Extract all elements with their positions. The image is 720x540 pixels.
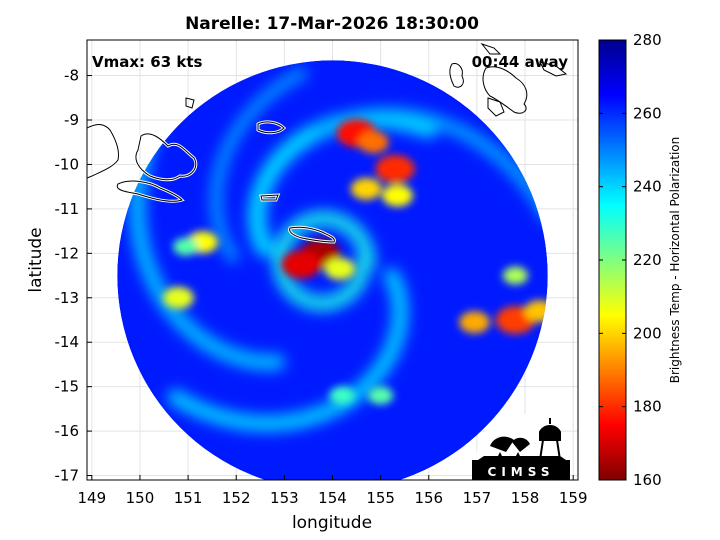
x-tick-label: 159 bbox=[559, 489, 588, 507]
y-tick-label: -12 bbox=[55, 244, 80, 262]
island-coastline bbox=[539, 61, 568, 77]
convective-cell bbox=[375, 154, 415, 183]
convective-cell bbox=[163, 286, 194, 309]
x-tick-label: 153 bbox=[270, 489, 299, 507]
time-away-annotation: 00:44 away bbox=[472, 53, 569, 71]
y-tick-label: -14 bbox=[55, 333, 80, 351]
island-coastline bbox=[185, 97, 195, 109]
colorbar-tick-label: 220 bbox=[633, 251, 662, 269]
island-coastline bbox=[482, 66, 528, 114]
island-coastline bbox=[116, 180, 183, 202]
y-tick-label: -15 bbox=[55, 378, 80, 396]
island-coastline bbox=[257, 121, 285, 134]
y-tick-label: -13 bbox=[55, 289, 80, 307]
island-coastline bbox=[135, 133, 197, 181]
satellite-dish-icon bbox=[490, 436, 514, 460]
convective-cell bbox=[382, 184, 413, 207]
convective-cells bbox=[163, 119, 548, 405]
x-tick-label: 155 bbox=[366, 489, 395, 507]
island-coastline bbox=[487, 97, 505, 117]
x-tick-label: 152 bbox=[222, 489, 251, 507]
rain-band bbox=[312, 107, 548, 224]
colorbar-tick-label: 240 bbox=[633, 178, 662, 196]
y-tick-label: -9 bbox=[64, 111, 79, 129]
y-tick-label: -11 bbox=[55, 200, 80, 218]
convective-cell bbox=[350, 177, 382, 200]
water-tower-icon bbox=[539, 418, 561, 461]
convective-cell bbox=[329, 386, 355, 405]
mainland-coastline bbox=[87, 124, 119, 179]
logo-banner bbox=[472, 460, 570, 480]
x-tick-label: 151 bbox=[174, 489, 203, 507]
island-coastline bbox=[449, 63, 464, 88]
rain-band bbox=[167, 268, 409, 432]
x-axis-label: longitude bbox=[292, 513, 372, 533]
coastlines bbox=[87, 42, 568, 244]
x-tick-label: 150 bbox=[126, 489, 155, 507]
island-coastline bbox=[480, 42, 502, 55]
vmax-annotation: Vmax: 63 kts bbox=[92, 53, 202, 71]
x-tick-label: 158 bbox=[511, 489, 540, 507]
satellite-dish-icon bbox=[512, 437, 530, 460]
convective-cell bbox=[281, 250, 321, 279]
y-tick-label: -8 bbox=[64, 67, 79, 85]
colorbar-ticks: 280 260 240 220 200 180 160 bbox=[599, 31, 662, 489]
colorbar-label: Brightness Temp - Horizontal Polarizatio… bbox=[668, 137, 682, 384]
rain-band bbox=[272, 210, 376, 312]
x-tick-label: 154 bbox=[318, 489, 347, 507]
y-tick-label: -17 bbox=[55, 467, 80, 485]
island-coastline bbox=[260, 194, 279, 201]
y-tick-label: -16 bbox=[55, 422, 80, 440]
convective-cell bbox=[459, 311, 490, 334]
x-tick-label: 157 bbox=[463, 489, 492, 507]
convective-cell bbox=[358, 131, 389, 154]
colorbar-tick-label: 280 bbox=[633, 31, 662, 49]
colorbar-tick-label: 160 bbox=[633, 471, 662, 489]
convective-cell bbox=[502, 266, 529, 285]
colorbar-tick-label: 180 bbox=[633, 398, 662, 416]
y-axis-ticks: -8 -9 -10 -11 -12 -13 -14 -15 -16 -17 bbox=[55, 67, 92, 485]
cimss-logo: CIMSS bbox=[472, 414, 570, 480]
colorbar bbox=[598, 39, 627, 481]
y-axis-label: latitude bbox=[26, 227, 46, 292]
convective-cell bbox=[324, 257, 356, 280]
y-tick-label: -10 bbox=[55, 155, 80, 173]
colorbar-tick-label: 200 bbox=[633, 324, 662, 342]
x-axis-ticks: 149 150 151 152 153 154 155 156 157 158 159 bbox=[77, 475, 588, 507]
x-tick-label: 149 bbox=[77, 489, 106, 507]
rain-band bbox=[210, 67, 308, 263]
logo-building bbox=[478, 456, 566, 460]
island-coastline bbox=[289, 226, 335, 243]
colorbar-tick-label: 260 bbox=[633, 104, 662, 122]
convective-cell bbox=[173, 237, 199, 256]
logo-text: CIMSS bbox=[488, 465, 555, 479]
chart-title: Narelle: 17-Mar-2026 18:30:00 bbox=[185, 14, 479, 34]
brightness-temperature-swath bbox=[117, 60, 548, 480]
convective-cell bbox=[368, 386, 394, 405]
x-tick-label: 156 bbox=[414, 489, 443, 507]
